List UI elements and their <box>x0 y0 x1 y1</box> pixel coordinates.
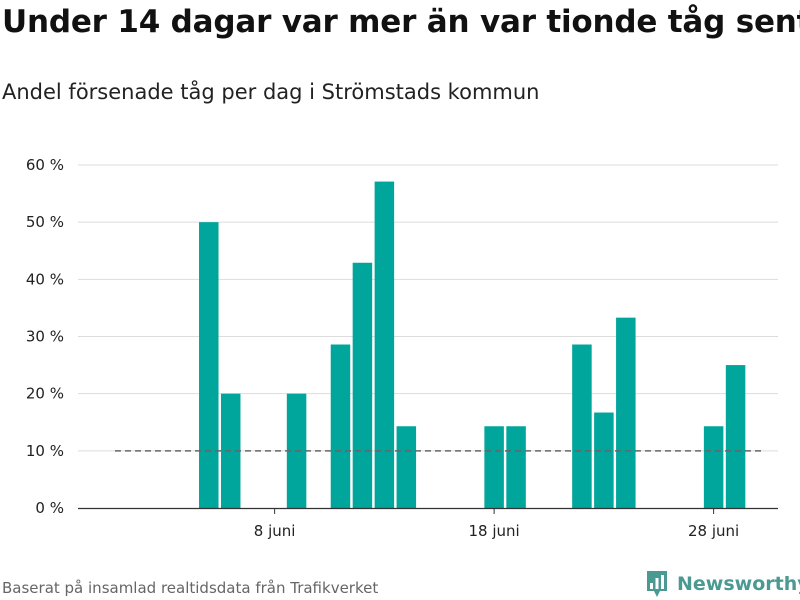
y-tick-label: 0 % <box>35 499 64 517</box>
x-tick-label: 18 juni <box>469 522 520 540</box>
y-tick-label: 10 % <box>26 442 64 460</box>
bars <box>199 181 746 508</box>
bar <box>725 365 746 508</box>
chart-subtitle: Andel försenade tåg per dag i Strömstads… <box>2 80 540 104</box>
x-tick-label: 28 juni <box>688 522 739 540</box>
y-tick-label: 20 % <box>26 385 64 403</box>
y-tick-label: 40 % <box>26 270 64 288</box>
chart-title: Under 14 dagar var mer än var tionde tåg… <box>2 4 800 40</box>
brand-logo: Newsworthy <box>645 569 800 599</box>
y-tick-label: 30 % <box>26 328 64 346</box>
y-tick-label: 60 % <box>26 156 64 174</box>
bar <box>572 344 592 508</box>
bar <box>484 426 504 508</box>
bar <box>352 262 373 508</box>
y-tick-label: 50 % <box>26 213 64 231</box>
brand-name: Newsworthy <box>677 573 800 595</box>
x-tick-label: 8 juni <box>254 522 296 540</box>
bar <box>506 426 526 508</box>
bar <box>594 412 614 508</box>
bar <box>330 344 351 508</box>
newsworthy-logo-icon <box>647 571 667 597</box>
source-note: Baserat på insamlad realtidsdata från Tr… <box>2 579 379 597</box>
bar <box>396 426 417 508</box>
bar <box>199 222 219 508</box>
x-axis: 8 juni 18 juni 28 juni <box>78 507 778 540</box>
bar <box>703 426 724 508</box>
bar <box>374 181 395 508</box>
y-axis-tick-labels: 0 % 10 % 20 % 30 % 40 % 50 % 60 % <box>26 156 64 517</box>
gridlines <box>78 164 778 452</box>
bar <box>616 317 636 508</box>
